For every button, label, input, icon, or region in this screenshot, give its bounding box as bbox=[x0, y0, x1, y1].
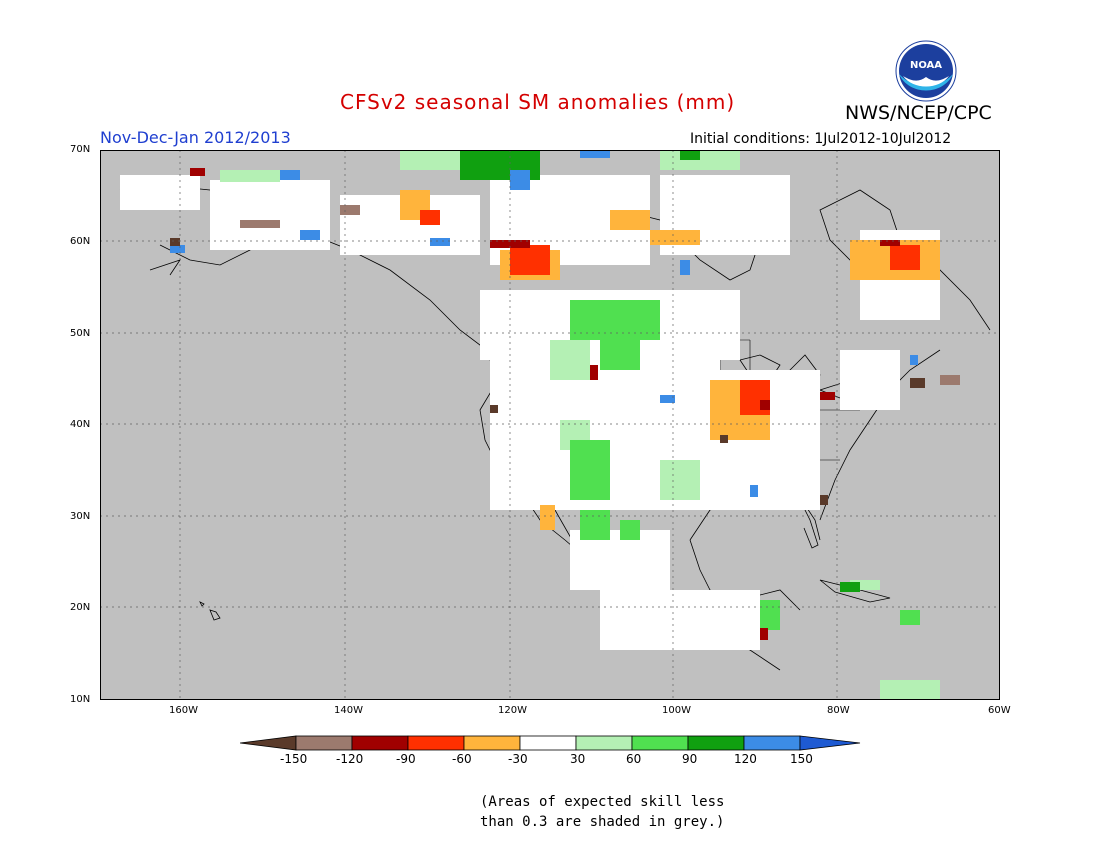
legend-tick: -90 bbox=[396, 752, 416, 766]
legend-tick: -30 bbox=[508, 752, 528, 766]
anomaly-cells bbox=[120, 150, 960, 700]
skill-note-line-2: than 0.3 are shaded in grey.) bbox=[480, 814, 725, 830]
season-label: Nov-Dec-Jan 2012/2013 bbox=[100, 128, 291, 147]
lat-label-60n: 60N bbox=[70, 236, 91, 247]
lon-label-80w: 80W bbox=[827, 705, 850, 716]
legend-tick: 90 bbox=[682, 752, 698, 766]
lat-label-50n: 50N bbox=[70, 328, 91, 339]
logo-text: NOAA bbox=[910, 60, 942, 71]
legend-swatch-2 bbox=[351, 735, 409, 751]
legend-swatch-8 bbox=[687, 735, 745, 751]
legend-swatch-6 bbox=[575, 735, 633, 751]
lon-label-140w: 140W bbox=[334, 705, 363, 716]
skill-note: (Areas of expected skill less than 0.3 a… bbox=[480, 792, 724, 832]
lon-label-60w: 60W bbox=[988, 705, 1011, 716]
lat-label-40n: 40N bbox=[70, 419, 91, 430]
legend-tick: -60 bbox=[452, 752, 472, 766]
legend-tick: 60 bbox=[626, 752, 642, 766]
lon-label-100w: 100W bbox=[662, 705, 691, 716]
color-legend bbox=[239, 735, 862, 755]
noaa-logo: NOAA bbox=[895, 40, 957, 106]
skill-note-line-1: (Areas of expected skill less bbox=[480, 794, 725, 810]
legend-arrow-left bbox=[239, 735, 297, 751]
lat-label-70n: 70N bbox=[70, 144, 91, 155]
lat-label-30n: 30N bbox=[70, 511, 91, 522]
graticule bbox=[100, 150, 1000, 700]
lon-label-160w: 160W bbox=[169, 705, 198, 716]
legend-tick: 150 bbox=[790, 752, 813, 766]
legend-swatch-5 bbox=[519, 735, 577, 751]
lon-label-120w: 120W bbox=[498, 705, 527, 716]
anomaly-map bbox=[100, 150, 1000, 704]
agency-label: NWS/NCEP/CPC bbox=[845, 102, 992, 124]
legend-arrow-right bbox=[799, 735, 861, 751]
legend-swatch-4 bbox=[463, 735, 521, 751]
legend-tick: 30 bbox=[570, 752, 586, 766]
lat-label-10n: 10N bbox=[70, 694, 91, 705]
legend-tick: -120 bbox=[336, 752, 364, 766]
map-frame bbox=[100, 150, 1000, 700]
legend-tick: 120 bbox=[734, 752, 757, 766]
legend-tick: -150 bbox=[280, 752, 308, 766]
legend-swatch-1 bbox=[295, 735, 353, 751]
legend-swatch-3 bbox=[407, 735, 465, 751]
legend-swatch-7 bbox=[631, 735, 689, 751]
lat-label-20n: 20N bbox=[70, 602, 91, 613]
map-title: CFSv2 seasonal SM anomalies (mm) bbox=[340, 90, 736, 114]
initial-conditions-label: Initial conditions: 1Jul2012-10Jul2012 bbox=[690, 131, 952, 147]
legend-swatch-9 bbox=[743, 735, 801, 751]
